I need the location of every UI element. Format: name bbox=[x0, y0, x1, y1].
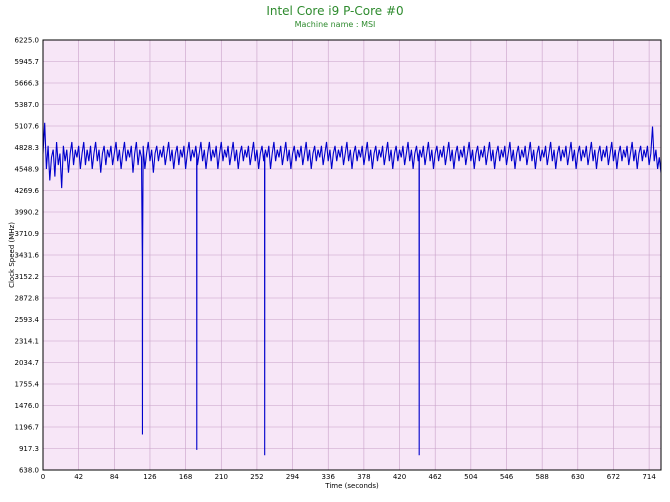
y-tick-label: 2872.8 bbox=[15, 295, 40, 303]
x-tick-label: 168 bbox=[179, 473, 192, 481]
x-tick-label: 714 bbox=[642, 473, 656, 481]
x-tick-label: 42 bbox=[74, 473, 83, 481]
x-tick-label: 420 bbox=[393, 473, 406, 481]
y-tick-label: 5387.0 bbox=[15, 101, 40, 109]
x-tick-labels: 0 42 84 126 168 210 252 294 336 378 420 462 504 546 58… bbox=[41, 473, 657, 481]
x-tick-label: 378 bbox=[357, 473, 370, 481]
chart-subtitle: Machine name : MSI bbox=[294, 20, 376, 29]
y-tick-label: 3710.9 bbox=[15, 230, 40, 238]
y-tick-label: 3431.6 bbox=[15, 251, 40, 259]
y-tick-label: 917.3 bbox=[19, 445, 39, 453]
y-tick-label: 5666.3 bbox=[15, 80, 40, 88]
y-tick-label: 4269.6 bbox=[15, 187, 40, 195]
y-tick-label: 1755.4 bbox=[15, 381, 40, 389]
y-tick-label: 5945.7 bbox=[15, 58, 40, 66]
x-tick-label: 630 bbox=[571, 473, 584, 481]
x-tick-label: 336 bbox=[322, 473, 336, 481]
y-tick-label: 4548.9 bbox=[15, 166, 40, 174]
y-tick-label: 2314.1 bbox=[15, 338, 40, 346]
x-tick-label: 126 bbox=[143, 473, 157, 481]
y-tick-label: 2593.4 bbox=[15, 316, 40, 324]
x-tick-label: 462 bbox=[429, 473, 442, 481]
x-tick-label: 84 bbox=[110, 473, 119, 481]
y-tick-labels: 6225.0 5945.7 5666.3 5387.0 5107.6 4828.3 4548… bbox=[15, 37, 40, 475]
y-tick-label: 638.0 bbox=[19, 467, 39, 475]
y-tick-label: 3990.2 bbox=[15, 209, 40, 217]
y-tick-label: 1476.0 bbox=[15, 402, 40, 410]
y-tick-label: 4828.3 bbox=[15, 144, 40, 152]
x-tick-label: 504 bbox=[464, 473, 478, 481]
x-tick-label: 294 bbox=[286, 473, 300, 481]
y-tick-label: 2034.7 bbox=[15, 359, 40, 367]
clock-speed-series-line bbox=[42, 122, 662, 456]
x-tick-label: 588 bbox=[535, 473, 548, 481]
x-tick-label: 546 bbox=[500, 473, 514, 481]
y-tick-label: 3152.2 bbox=[15, 273, 40, 281]
plot-border bbox=[42, 39, 662, 471]
y-tick-label: 5107.6 bbox=[15, 123, 40, 131]
x-tick-label: 252 bbox=[250, 473, 263, 481]
chart-title: Intel Core i9 P-Core #0 bbox=[266, 4, 404, 18]
y-axis-label: Clock Speed (MHz) bbox=[8, 222, 16, 288]
x-tick-label: 210 bbox=[215, 473, 228, 481]
grid-lines bbox=[42, 39, 661, 471]
y-tick-label: 1196.7 bbox=[15, 424, 40, 432]
x-tick-label: 672 bbox=[607, 473, 620, 481]
x-axis-label: Time (seconds) bbox=[324, 482, 379, 490]
y-tick-label: 6225.0 bbox=[15, 37, 40, 45]
x-tick-label: 0 bbox=[41, 473, 45, 481]
